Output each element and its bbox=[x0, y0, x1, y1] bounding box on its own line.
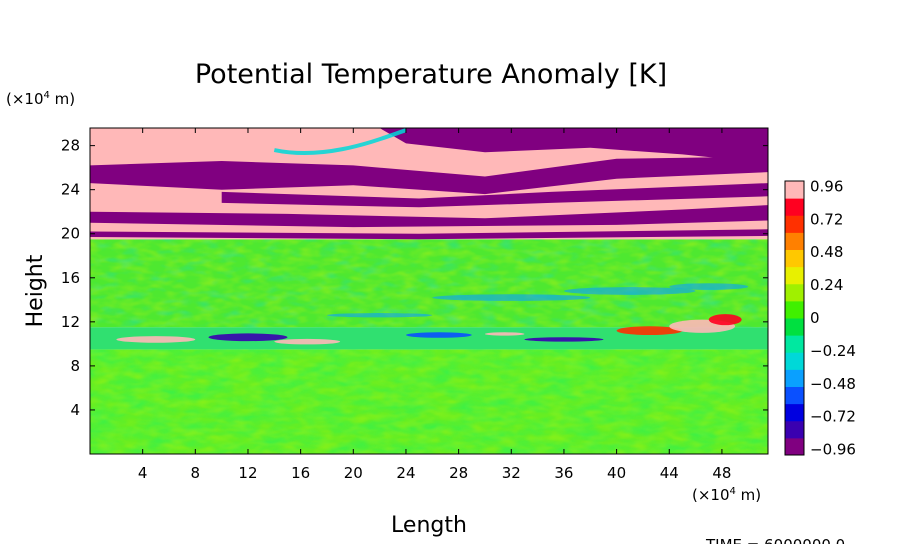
colorbar-swatch bbox=[785, 283, 804, 302]
colorbar-swatch bbox=[785, 437, 804, 456]
mid-layer-cold-patches bbox=[90, 239, 768, 328]
colorbar: 0.96 0.72 0.48 0.24 0 −0.24 −0.48 −0.72 −0.96 bbox=[784, 177, 856, 459]
chart-title: Potential Temperature Anomaly [K] bbox=[195, 59, 667, 90]
colorbar-label: −0.24 bbox=[810, 342, 856, 360]
colorbar-swatch bbox=[785, 386, 804, 405]
colorbar-swatch bbox=[785, 318, 804, 336]
x-tick-label: 20 bbox=[344, 464, 363, 482]
mid-cold-streak bbox=[669, 283, 749, 290]
upper-cold-band bbox=[221, 183, 768, 208]
colorbar-label: 0.24 bbox=[810, 276, 843, 294]
colorbar-frame bbox=[784, 180, 805, 456]
colorbar-label: −0.48 bbox=[810, 375, 856, 393]
lower-layer-swirls bbox=[90, 349, 768, 454]
x-tick-label: 40 bbox=[607, 464, 626, 482]
y-tick-label: 28 bbox=[61, 137, 80, 155]
y-tick-label: 24 bbox=[61, 181, 80, 199]
time-footer: TIME = 6000000.0 bbox=[705, 536, 845, 544]
plot-area bbox=[90, 128, 768, 454]
upper-cold-band bbox=[90, 205, 768, 228]
upper-cold-band bbox=[90, 156, 768, 195]
x-tick-label: 36 bbox=[554, 464, 573, 482]
x-tick-label: 16 bbox=[291, 464, 310, 482]
colorbar-label: −0.72 bbox=[810, 408, 856, 426]
x-axis-label: Length bbox=[391, 513, 467, 538]
y-axis-label: Height bbox=[23, 254, 48, 327]
band-patch bbox=[616, 326, 683, 336]
upper-cold-band bbox=[379, 128, 768, 164]
colorbar-swatch bbox=[785, 232, 804, 250]
colorbar-label: 0.96 bbox=[810, 177, 843, 195]
band-patch bbox=[116, 336, 196, 343]
x-unit-label: (×104 m) bbox=[692, 486, 761, 504]
y-tick-label: 20 bbox=[61, 225, 80, 243]
colorbar-label: 0.48 bbox=[810, 243, 843, 261]
colorbar-swatch bbox=[785, 403, 804, 422]
x-tick-label: 4 bbox=[138, 464, 148, 482]
colorbar-swatch bbox=[785, 198, 804, 216]
colorbar-swatch bbox=[785, 352, 804, 370]
mid-cold-streak bbox=[563, 287, 696, 295]
band-patch bbox=[484, 332, 525, 336]
band-patch bbox=[208, 333, 288, 342]
colorbar-swatch bbox=[785, 300, 804, 319]
band-patch bbox=[524, 337, 604, 342]
colorbar-label: 0 bbox=[810, 309, 820, 327]
y-tick-label: 12 bbox=[61, 313, 80, 331]
x-tick-label: 28 bbox=[449, 464, 468, 482]
colorbar-label: 0.72 bbox=[810, 210, 843, 228]
upper-cold-band bbox=[90, 229, 768, 240]
x-tick-label: 12 bbox=[238, 464, 257, 482]
x-tick-label: 8 bbox=[191, 464, 201, 482]
upper-filament bbox=[273, 128, 407, 155]
colorbar-swatch bbox=[785, 335, 804, 353]
colorbar-swatch bbox=[785, 215, 804, 233]
y-unit-label: (×104 m) bbox=[6, 90, 75, 108]
colorbar-swatch bbox=[785, 369, 804, 387]
x-tick-label: 48 bbox=[712, 464, 731, 482]
x-tick-label: 32 bbox=[502, 464, 521, 482]
colorbar-swatch bbox=[785, 181, 804, 199]
plot-frame bbox=[89, 127, 769, 455]
colorbar-swatch bbox=[785, 266, 804, 285]
colorbar-label: −0.96 bbox=[810, 441, 856, 459]
y-tick-label: 16 bbox=[61, 269, 80, 287]
region-tropopause-band bbox=[90, 327, 768, 350]
x-tick-label: 24 bbox=[396, 464, 415, 482]
y-tick-label: 8 bbox=[70, 357, 80, 375]
mid-cold-streak bbox=[432, 294, 591, 301]
y-tick-label: 4 bbox=[70, 401, 80, 419]
colorbar-swatch bbox=[785, 249, 804, 268]
band-patch bbox=[708, 314, 742, 326]
colorbar-swatch bbox=[785, 420, 804, 439]
x-tick-label: 44 bbox=[660, 464, 679, 482]
band-patch bbox=[274, 338, 341, 345]
mid-cold-streak bbox=[326, 313, 433, 318]
band-patch bbox=[405, 332, 472, 338]
